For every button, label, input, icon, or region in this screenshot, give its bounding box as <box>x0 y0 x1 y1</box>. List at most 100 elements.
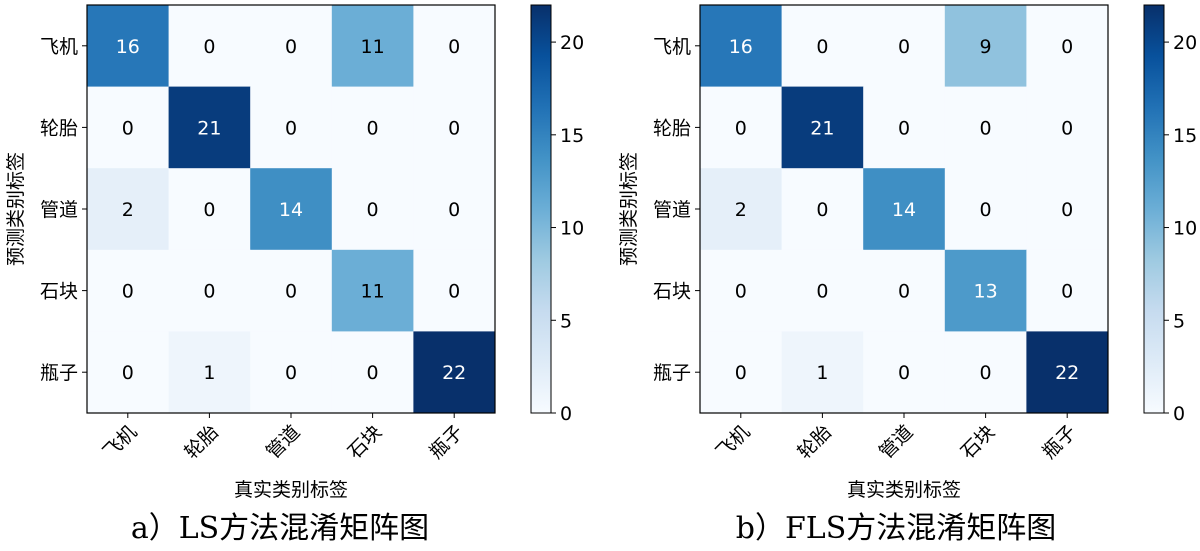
x-tick-label: 石块 <box>957 421 999 463</box>
y-tick-label: 飞机 <box>653 36 691 58</box>
cell-value-label: 14 <box>279 199 303 221</box>
cell-value-label: 0 <box>448 199 460 221</box>
heatmap-cell <box>331 168 414 251</box>
heatmap-cell <box>250 168 333 251</box>
colorbar-tick-label: 0 <box>560 403 572 425</box>
cell-value-label: 0 <box>816 36 828 58</box>
cell-value-label: 0 <box>1061 199 1073 221</box>
cell-value-label: 0 <box>285 362 297 384</box>
cell-value-label: 0 <box>122 362 134 384</box>
heatmap-cell <box>1026 249 1109 332</box>
heatmap-cell <box>413 5 496 88</box>
colorbar-tick-label: 0 <box>1173 403 1185 425</box>
cell-value-label: 21 <box>197 117 221 139</box>
cell-value-label: 0 <box>735 362 747 384</box>
colorbar <box>530 4 552 414</box>
heatmap-cell <box>944 168 1027 251</box>
cell-value-label: 0 <box>367 117 379 139</box>
heatmap-cell <box>700 331 783 414</box>
cell-value-label: 2 <box>735 199 747 221</box>
cell-value-label: 0 <box>1061 36 1073 58</box>
heatmap-cell <box>781 249 864 332</box>
heatmap-cell <box>1026 5 1109 88</box>
colorbar-tick-label: 20 <box>560 32 584 54</box>
heatmap-cell <box>863 331 946 414</box>
heatmap-cell <box>87 168 170 251</box>
heatmap-cell <box>863 249 946 332</box>
y-axis-label: 预测类别标签 <box>618 152 640 266</box>
y-tick-label: 管道 <box>40 199 78 221</box>
heatmap-cell <box>863 168 946 251</box>
cell-value-label: 0 <box>816 199 828 221</box>
confusion-matrix-panel-2: 16 0 0 9 00 21 0 0 02 0 14 0 00 0 0 13 00 1 0 0 22飞机轮胎管道石块瓶子… <box>618 4 1197 546</box>
cell-value-label: 0 <box>980 199 992 221</box>
cell-value-label: 1 <box>203 362 215 384</box>
cell-value-label: 2 <box>122 199 134 221</box>
heatmap-cell <box>250 331 333 414</box>
x-tick-label: 飞机 <box>712 421 754 463</box>
y-tick-label: 石块 <box>40 281 78 303</box>
heatmap-cell <box>87 331 170 414</box>
cell-value-label: 0 <box>898 117 910 139</box>
cell-value-label: 0 <box>898 362 910 384</box>
colorbar-tick-label: 15 <box>560 125 584 147</box>
y-tick-label: 瓶子 <box>40 362 78 384</box>
cell-value-label: 0 <box>448 36 460 58</box>
confusion-matrix-panel-1: 16 0 0 11 00 21 0 0 02 0 14 0 00 0 0 11 00 1 0 0 22飞机轮胎管道石块瓶… <box>5 4 584 546</box>
cell-value-label: 0 <box>448 281 460 303</box>
cell-value-label: 0 <box>980 117 992 139</box>
heatmap-cell <box>87 5 170 88</box>
x-axis-label: 真实类别标签 <box>234 479 348 501</box>
figure-caption: b）FLS方法混淆矩阵图 <box>736 511 1057 546</box>
heatmap-cell <box>331 331 414 414</box>
cell-value-label: 21 <box>810 117 834 139</box>
heatmap-cell <box>331 86 414 169</box>
heatmap-cell <box>168 331 251 414</box>
heatmap-cell <box>944 249 1027 332</box>
cell-value-label: 14 <box>892 199 916 221</box>
y-tick-label: 瓶子 <box>653 362 691 384</box>
x-tick-label: 管道 <box>875 421 917 463</box>
heatmap-cell <box>781 168 864 251</box>
heatmap-cell <box>1026 168 1109 251</box>
cell-value-label: 0 <box>980 362 992 384</box>
heatmap-cell <box>944 331 1027 414</box>
heatmap-cell <box>168 168 251 251</box>
y-axis-label: 预测类别标签 <box>5 152 27 266</box>
heatmap-cell <box>700 86 783 169</box>
y-tick-label: 管道 <box>653 199 691 221</box>
x-tick-label: 管道 <box>262 421 304 463</box>
cell-value-label: 11 <box>361 281 385 303</box>
cell-value-label: 0 <box>122 117 134 139</box>
cell-value-label: 16 <box>116 36 140 58</box>
y-tick-label: 轮胎 <box>653 117 691 139</box>
cell-value-label: 1 <box>816 362 828 384</box>
heatmap-cell <box>700 168 783 251</box>
heatmap-cell <box>944 5 1027 88</box>
colorbar-tick-label: 5 <box>560 310 572 332</box>
heatmap-cell <box>413 249 496 332</box>
cell-value-label: 0 <box>816 281 828 303</box>
x-tick-label: 石块 <box>344 421 386 463</box>
heatmap-cell <box>781 86 864 169</box>
cell-value-label: 0 <box>203 281 215 303</box>
y-tick-label: 轮胎 <box>40 117 78 139</box>
cell-value-label: 16 <box>729 36 753 58</box>
cell-value-label: 0 <box>735 281 747 303</box>
colorbar-tick-label: 5 <box>1173 310 1185 332</box>
colorbar <box>1143 4 1165 414</box>
heatmap-cell <box>413 168 496 251</box>
heatmap-cell <box>168 249 251 332</box>
cell-value-label: 0 <box>367 199 379 221</box>
cell-value-label: 0 <box>1061 117 1073 139</box>
y-tick-label: 飞机 <box>40 36 78 58</box>
x-tick-label: 瓶子 <box>425 421 467 463</box>
heatmap-cell <box>250 5 333 88</box>
heatmap-cell <box>700 249 783 332</box>
heatmap-cell <box>331 249 414 332</box>
heatmap-cell <box>863 86 946 169</box>
heatmap-cell <box>250 86 333 169</box>
figure-caption: a）LS方法混淆矩阵图 <box>131 511 429 546</box>
heatmap-cell <box>168 5 251 88</box>
x-tick-label: 瓶子 <box>1038 421 1080 463</box>
